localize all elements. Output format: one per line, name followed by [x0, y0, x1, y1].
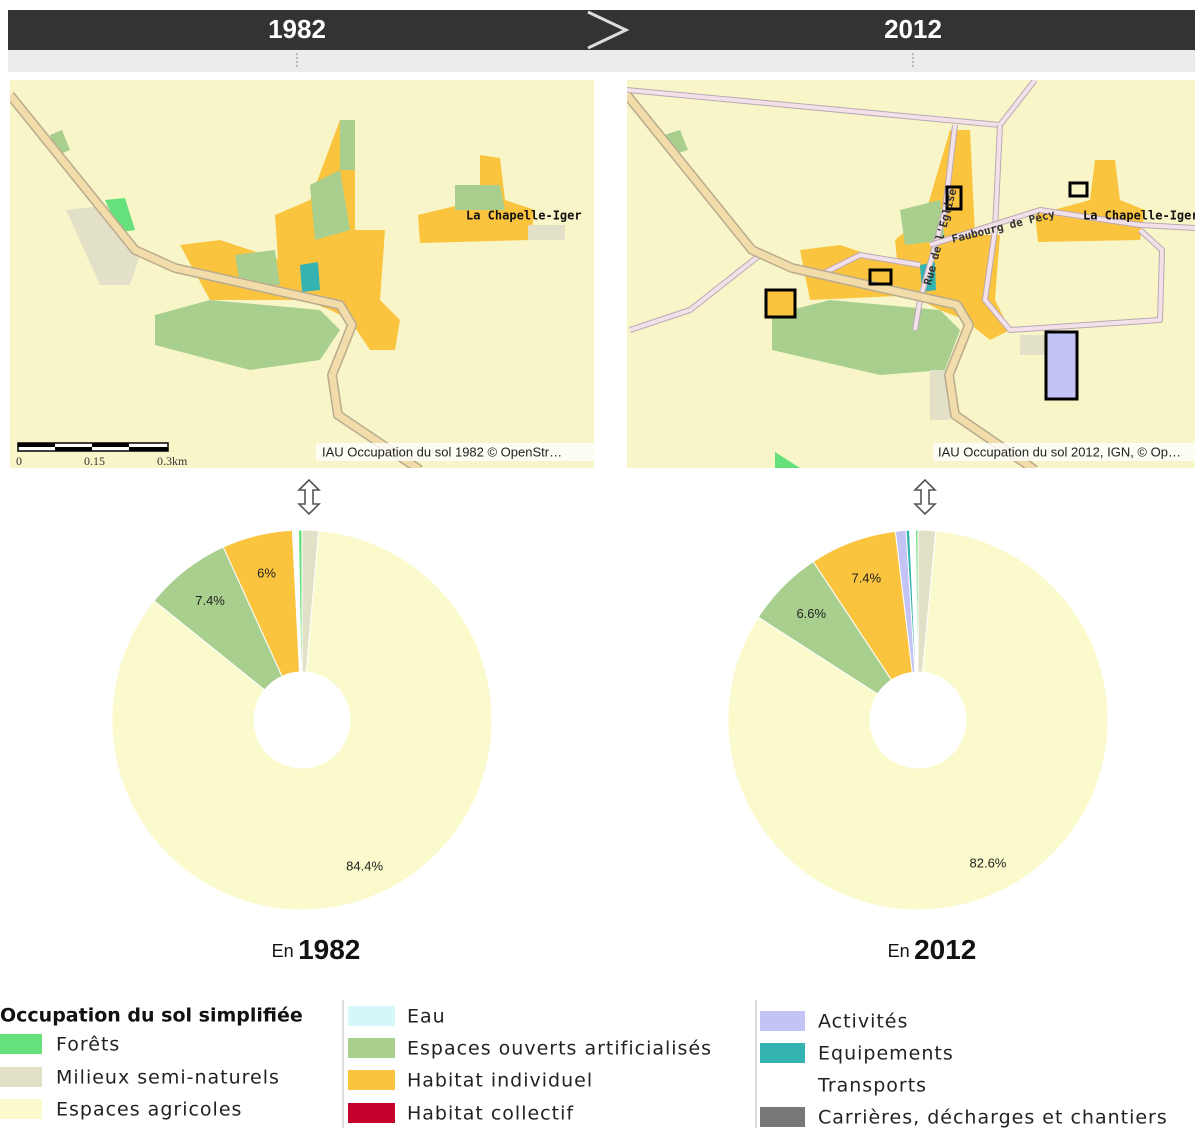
legend-swatch [348, 1006, 395, 1026]
pie-slice [297, 529, 303, 673]
scale-label: 0.3km [157, 454, 188, 468]
timeline-bar [8, 10, 1195, 50]
legend-label: Espaces ouverts artificialisés [407, 1038, 712, 1060]
attribution: IAU Occupation du sol 1982 © OpenStr… [322, 444, 562, 459]
scale-label: 0 [16, 454, 22, 468]
legend-label: Forêts [56, 1034, 120, 1056]
legend-swatch [0, 1034, 42, 1054]
legend-swatch [0, 1067, 42, 1087]
legend-swatch [760, 1043, 805, 1063]
slice-label: 6.6% [796, 606, 826, 621]
legend-label: Eau [407, 1006, 446, 1028]
timeline-strip [8, 50, 1195, 72]
attribution: IAU Occupation du sol 2012, IGN, © Op… [938, 444, 1181, 459]
legend-label: Habitat collectif [407, 1103, 574, 1125]
legend-label: Carrières, décharges et chantiers [818, 1107, 1168, 1128]
year: 2012 [884, 14, 942, 44]
legend-swatch [0, 1099, 42, 1119]
map: 0 0.15 0.3km La Chapelle-Iger IAU Occupa… [10, 80, 594, 468]
slice-label: 7.4% [195, 593, 225, 608]
pie-slice [111, 530, 493, 911]
place-label: La Chapelle-Iger [466, 209, 582, 223]
pie-slice [915, 529, 919, 673]
year: 1982 [268, 14, 326, 44]
charts: 84.4% 7.4% 6% En 1982 82.6% 6.6% 7.4% En 2012 [111, 529, 1109, 965]
legend-swatch [760, 1011, 805, 1031]
slice-label: 82.6% [970, 855, 1007, 870]
map: Rue de l'Eglise Faubourg de Pécy La Chap… [627, 80, 1195, 468]
slice-label: 84.4% [346, 859, 383, 874]
slice-label: 6% [257, 566, 276, 581]
caption-year: 2012 [914, 934, 976, 965]
swap-icon [297, 478, 937, 516]
pie-slice [727, 530, 1109, 911]
legend-swatch [760, 1075, 805, 1095]
legend-swatch [348, 1038, 395, 1058]
legend-label: Espaces agricoles [56, 1099, 242, 1121]
caption-prefix: En [272, 941, 294, 961]
legend-title: Occupation du sol simplifiée [0, 1005, 303, 1027]
legend-swatch [348, 1070, 395, 1090]
legend-label: Transports [817, 1075, 927, 1097]
caption-prefix: En [888, 941, 910, 961]
caption-year: 1982 [298, 934, 360, 965]
chart-caption: En 2012 [888, 934, 977, 965]
legend: Occupation du sol simplifiée Forêts Milie… [0, 1000, 1168, 1128]
slice-label: 7.4% [851, 571, 881, 586]
legend-label: Milieux semi-naturels [56, 1067, 280, 1089]
legend-label: Habitat individuel [407, 1070, 593, 1092]
legend-label: Equipements [818, 1043, 954, 1065]
scale-label: 0.15 [84, 454, 105, 468]
legend-swatch [760, 1107, 805, 1127]
place-label: La Chapelle-Iger [1083, 209, 1195, 223]
chevron [587, 10, 630, 50]
legend-label: Activités [818, 1011, 908, 1033]
legend-swatch [348, 1103, 395, 1123]
chart-caption: En 1982 [272, 934, 361, 965]
